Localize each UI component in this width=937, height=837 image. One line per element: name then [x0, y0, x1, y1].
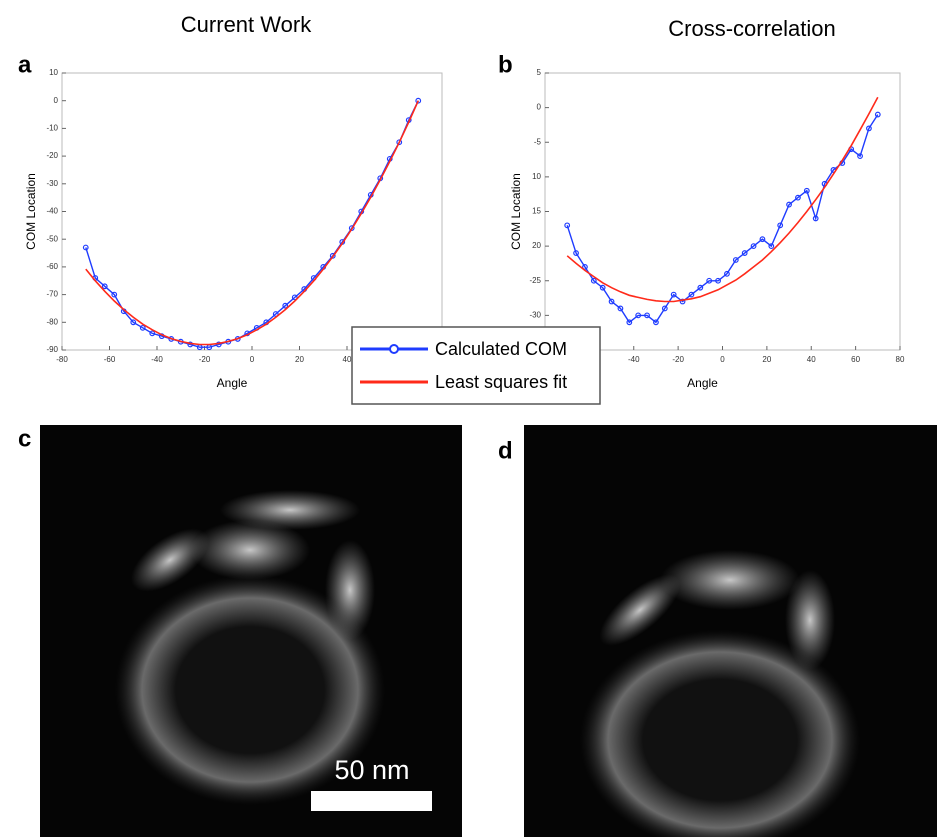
data-point [415, 97, 422, 104]
x-tick-label: 60 [851, 355, 860, 364]
y-tick-label: -80 [46, 317, 58, 326]
image-d [524, 425, 937, 837]
x-tick-label: -20 [672, 355, 684, 364]
data-point [661, 305, 668, 312]
data-point [679, 298, 686, 305]
chart-title: Cross-correlation [668, 16, 836, 41]
data-point [139, 324, 146, 331]
y-tick-label: -70 [46, 290, 58, 299]
x-tick-label: 40 [807, 355, 816, 364]
data-point [786, 201, 792, 208]
data-point [282, 302, 289, 309]
data-point [732, 257, 739, 263]
y-tick-label: -50 [46, 234, 58, 243]
data-point [617, 305, 624, 312]
panel-label: c [18, 425, 31, 452]
data-point [272, 311, 279, 317]
data-point [130, 319, 137, 326]
data-point [82, 244, 89, 251]
data-point [706, 277, 713, 284]
data-point [599, 284, 606, 291]
x-tick-label: 20 [762, 355, 771, 364]
y-tick-label: 0 [537, 103, 542, 112]
data-point [564, 222, 571, 229]
x-tick-label: -80 [56, 355, 68, 364]
legend: Calculated COM Least squares fit [351, 326, 601, 405]
legend-entry: Least squares fit [435, 372, 567, 392]
data-point [653, 319, 659, 326]
y-tick-label: 15 [532, 207, 541, 216]
data-point [670, 291, 677, 298]
data-point [812, 215, 819, 222]
data-point [590, 277, 597, 284]
data-point [741, 250, 748, 256]
y-tick-label: 10 [49, 68, 58, 77]
data-point [777, 222, 784, 229]
y-tick-label: -30 [46, 179, 58, 188]
data-point [101, 283, 108, 290]
y-axis-label: COM Location [509, 173, 523, 250]
image-c [40, 425, 462, 837]
x-tick-label: -60 [104, 355, 116, 364]
series-line [566, 96, 879, 303]
data-point [724, 270, 730, 277]
y-tick-label: 0 [54, 96, 59, 105]
y-tick-label: -30 [529, 310, 541, 319]
x-tick-label: -40 [151, 355, 163, 364]
y-tick-label: -90 [46, 345, 58, 354]
data-point [866, 125, 872, 132]
y-axis-label: COM Location [24, 173, 38, 250]
x-axis-label: Angle [687, 376, 718, 390]
data-point [329, 252, 336, 259]
panel-label: d [498, 437, 513, 464]
x-tick-label: 0 [250, 355, 255, 364]
data-point [608, 298, 615, 305]
y-tick-label: -25 [529, 276, 541, 285]
data-point [697, 284, 704, 291]
data-point [635, 312, 642, 319]
plot-frame [61, 72, 443, 351]
data-point [396, 139, 403, 146]
data-point [582, 264, 588, 270]
x-tick-label: -20 [199, 355, 211, 364]
y-tick-label: 5 [537, 68, 542, 77]
y-tick-label: -20 [46, 151, 58, 160]
data-point [759, 236, 766, 243]
data-point [795, 194, 801, 201]
data-point [874, 111, 881, 118]
series-line [85, 100, 420, 346]
x-tick-label: -40 [628, 355, 640, 364]
y-tick-label: -60 [46, 262, 58, 271]
data-point [644, 312, 650, 319]
panel-label: a [18, 51, 32, 78]
data-point [715, 277, 721, 284]
legend-entry: Calculated COM [435, 339, 567, 359]
data-point [750, 243, 757, 250]
x-axis-label: Angle [217, 376, 248, 390]
data-point [626, 319, 633, 326]
chart-title: Current Work [181, 12, 312, 37]
panel-label: b [498, 51, 513, 78]
x-tick-label: 40 [343, 355, 352, 364]
x-tick-label: 0 [720, 355, 725, 364]
plot-frame [544, 72, 901, 351]
scale-bar-label: 50 nm [334, 755, 409, 785]
data-point [768, 243, 775, 250]
data-point [857, 153, 863, 160]
y-tick-label: 10 [532, 172, 541, 181]
data-point [111, 291, 118, 298]
y-tick-label: -40 [46, 207, 58, 216]
data-point [803, 187, 810, 194]
data-point [688, 291, 695, 298]
x-tick-label: 80 [896, 355, 905, 364]
y-tick-label: 20 [532, 241, 541, 250]
y-tick-label: -10 [46, 124, 58, 133]
data-point [573, 250, 579, 256]
data-point [149, 330, 156, 337]
x-tick-label: 20 [295, 355, 304, 364]
data-point [291, 294, 298, 301]
y-tick-label: -5 [534, 137, 542, 146]
